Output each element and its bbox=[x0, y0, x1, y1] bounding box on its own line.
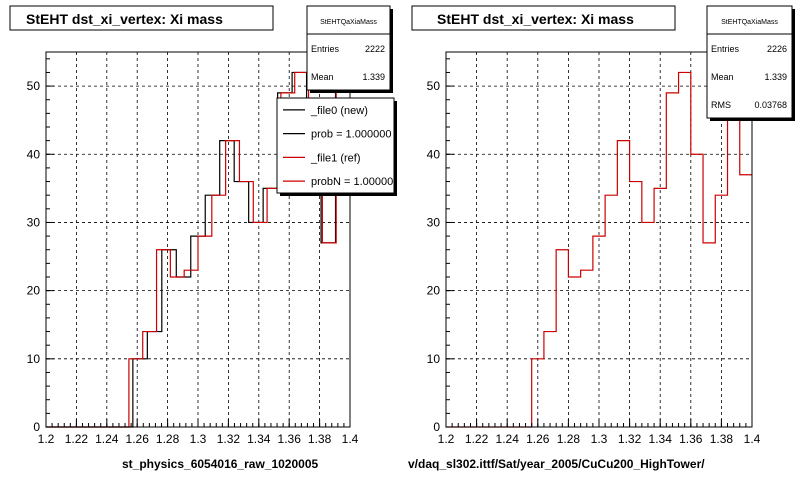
right-plot-title: StEHT dst_xi_vertex: Xi mass bbox=[437, 11, 634, 27]
right-stats-title: StEHTQaXiaMass bbox=[721, 19, 778, 26]
right-x-tick-label: 1.24 bbox=[496, 432, 520, 446]
right-stats-label: RMS bbox=[711, 100, 731, 110]
right-x-tick-label: 1.2 bbox=[438, 432, 455, 446]
right-histogram-pad: 1.2 1.22 1.24 1.26 1.28 1.3 1.32 1.34 1.36 1.38 1.… bbox=[408, 5, 795, 471]
left-x-tick-label: 1.2 bbox=[38, 432, 55, 446]
right-stats-value: 2226 bbox=[767, 44, 787, 54]
right-x-tick-label: 1.28 bbox=[557, 432, 581, 446]
left-y-tick-label: 20 bbox=[27, 284, 41, 298]
left-x-tick-label: 1.4 bbox=[342, 432, 359, 446]
left-y-tick-label: 0 bbox=[33, 420, 40, 434]
left-legend-entry: prob = 1.000000 bbox=[311, 129, 391, 141]
right-x-tick-label: 1.38 bbox=[710, 432, 734, 446]
right-x-tick-label: 1.22 bbox=[465, 432, 489, 446]
left-x-axis-label: st_physics_6054016_raw_1020005 bbox=[122, 457, 318, 471]
right-stats-box: StEHTQaXiaMass Entries 2226 Mean 1.339 RMS 0.0… bbox=[706, 5, 795, 121]
left-x-tick-label: 1.28 bbox=[156, 432, 180, 446]
right-stats-value: 0.03768 bbox=[754, 100, 787, 110]
right-y-tick-label: 40 bbox=[427, 147, 441, 161]
left-x-tick-label: 1.34 bbox=[247, 432, 271, 446]
right-x-tick-label: 1.34 bbox=[649, 432, 673, 446]
right-series bbox=[446, 71, 752, 428]
left-y-tick-label: 10 bbox=[27, 352, 41, 366]
left-y-tick-label: 50 bbox=[27, 79, 41, 93]
left-stats-label: Mean bbox=[311, 72, 334, 82]
right-y-tick-label: 30 bbox=[427, 215, 441, 229]
right-stats-frame bbox=[706, 5, 793, 119]
right-x-tick-label: 1.3 bbox=[591, 432, 608, 446]
left-stats-value: 1.339 bbox=[362, 72, 385, 82]
left-legend: _file0 (new) prob = 1.000000 _file1 (ref) p… bbox=[276, 97, 399, 196]
right-x-tick-label: 1.36 bbox=[679, 432, 703, 446]
left-plot-title: StEHT dst_xi_vertex: Xi mass bbox=[26, 11, 223, 27]
left-legend-entry: probN = 1.000000 bbox=[311, 176, 399, 188]
left-x-tick-label: 1.36 bbox=[278, 432, 302, 446]
left-stats-value: 2222 bbox=[365, 44, 385, 54]
right-stats-label: Mean bbox=[711, 72, 734, 82]
left-y-tick-label: 40 bbox=[27, 147, 41, 161]
left-x-tick-label: 1.24 bbox=[95, 432, 119, 446]
left-x-tick-label: 1.3 bbox=[190, 432, 207, 446]
right-y-tick-label: 10 bbox=[427, 352, 441, 366]
right-grid bbox=[446, 52, 752, 427]
left-title-box: StEHT dst_xi_vertex: Xi mass bbox=[9, 5, 274, 31]
right-x-tick-label: 1.4 bbox=[744, 432, 761, 446]
right-title-box: StEHT dst_xi_vertex: Xi mass bbox=[411, 5, 676, 31]
left-y-axis: 0 10 20 30 40 50 bbox=[27, 58, 54, 434]
left-histogram-series-1 bbox=[46, 71, 350, 428]
left-stats-title: StEHTQaXiaMass bbox=[320, 19, 377, 26]
left-x-tick-label: 1.22 bbox=[65, 432, 89, 446]
right-histogram-series-0 bbox=[446, 71, 752, 428]
right-x-axis-label: v/daq_sl302.ittf/Sat/year_2005/CuCu200_H… bbox=[408, 457, 705, 471]
right-y-tick-label: 20 bbox=[427, 284, 441, 298]
left-stats-box: StEHTQaXiaMass Entries 2222 Mean 1.339 bbox=[306, 5, 393, 93]
right-y-tick-label: 0 bbox=[433, 420, 440, 434]
left-histogram-pad: 1.2 1.22 1.24 1.26 1.28 1.3 1.32 1.34 1.36 1.38 1.… bbox=[9, 5, 399, 471]
left-legend-frame bbox=[276, 97, 395, 194]
left-x-tick-label: 1.26 bbox=[126, 432, 150, 446]
left-y-tick-label: 30 bbox=[27, 215, 41, 229]
right-x-tick-label: 1.32 bbox=[618, 432, 642, 446]
right-x-axis: 1.2 1.22 1.24 1.26 1.28 1.3 1.32 1.34 1.36 1.38 1.… bbox=[438, 419, 761, 446]
left-stats-label: Entries bbox=[311, 44, 340, 54]
left-x-tick-label: 1.32 bbox=[217, 432, 241, 446]
left-stats-frame bbox=[306, 5, 391, 91]
left-legend-entry: _file0 (new) bbox=[310, 105, 368, 117]
right-stats-value: 1.339 bbox=[764, 72, 787, 82]
right-x-tick-label: 1.26 bbox=[526, 432, 550, 446]
right-y-axis: 0 10 20 30 40 50 bbox=[427, 58, 454, 434]
left-legend-entry: _file1 (ref) bbox=[310, 152, 361, 164]
right-y-tick-label: 50 bbox=[427, 79, 441, 93]
left-x-axis: 1.2 1.22 1.24 1.26 1.28 1.3 1.32 1.34 1.36 1.38 1.… bbox=[38, 419, 359, 446]
right-stats-label: Entries bbox=[711, 44, 740, 54]
left-x-tick-label: 1.38 bbox=[308, 432, 332, 446]
